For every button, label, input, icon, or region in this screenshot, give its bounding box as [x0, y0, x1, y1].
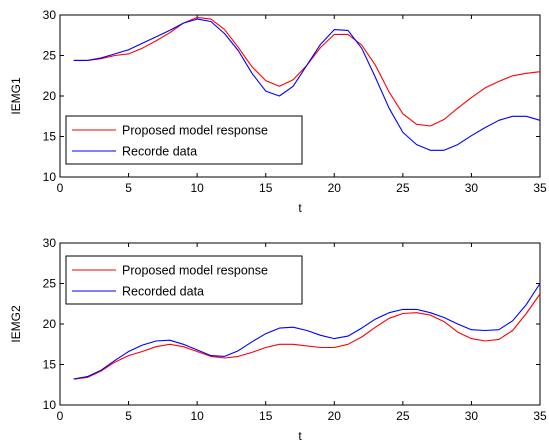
y-tick-label: 25 — [43, 277, 57, 291]
legend-box — [65, 255, 303, 305]
legend: Proposed model response Recorde data — [65, 115, 303, 165]
x-tick-label: 10 — [190, 181, 204, 195]
legend-label-recorded: Recorded data — [122, 285, 204, 299]
y-tick-label: 15 — [43, 130, 57, 144]
y-ticks: 10 15 20 25 30 — [43, 8, 540, 184]
y-tick-label: 25 — [43, 49, 57, 63]
x-tick-label: 15 — [259, 181, 273, 195]
x-tick-label: 0 — [57, 181, 64, 195]
x-tick-label: 35 — [533, 409, 547, 423]
legend-label-recorded: Recorde data — [122, 145, 197, 159]
legend-box — [65, 115, 303, 165]
legend: Proposed model response Recorded data — [65, 255, 303, 305]
x-tick-label: 10 — [190, 409, 204, 423]
series-layer — [73, 283, 541, 380]
x-tick-label: 20 — [328, 181, 342, 195]
chart-iemg2: 0 5 10 15 20 25 30 35 10 15 20 25 30 t IEMG2 Propos… — [9, 236, 547, 442]
series-layer — [73, 16, 541, 151]
x-ticks: 0 5 10 15 20 25 30 35 — [57, 243, 547, 423]
y-tick-label: 10 — [43, 398, 57, 412]
x-axis-label: t — [298, 201, 302, 215]
x-axis-label: t — [298, 429, 302, 442]
x-tick-label: 30 — [465, 181, 479, 195]
y-axis-label: IEMG2 — [9, 305, 23, 343]
x-tick-label: 0 — [57, 409, 64, 423]
x-ticks: 0 5 10 15 20 25 30 35 — [57, 15, 547, 195]
x-tick-label: 30 — [465, 409, 479, 423]
legend-label-proposed: Proposed model response — [122, 124, 268, 138]
y-tick-label: 20 — [43, 317, 57, 331]
series-line-proposed — [73, 293, 541, 380]
y-tick-label: 30 — [43, 8, 57, 22]
chart-iemg1: 0 5 10 15 20 25 30 35 10 15 20 25 30 t IEMG1 Propos… — [9, 8, 547, 215]
y-ticks: 10 15 20 25 30 — [43, 236, 540, 412]
x-tick-label: 20 — [328, 409, 342, 423]
legend-label-proposed: Proposed model response — [122, 264, 268, 278]
series-line-recorded — [73, 18, 541, 151]
y-axis-label: IEMG1 — [9, 77, 23, 115]
x-tick-label: 25 — [396, 181, 410, 195]
y-tick-label: 15 — [43, 358, 57, 372]
x-tick-label: 5 — [125, 409, 132, 423]
x-tick-label: 25 — [396, 409, 410, 423]
x-tick-label: 35 — [533, 181, 547, 195]
x-tick-label: 5 — [125, 181, 132, 195]
series-line-recorded — [73, 283, 541, 380]
x-tick-label: 15 — [259, 409, 273, 423]
y-tick-label: 30 — [43, 236, 57, 250]
y-tick-label: 20 — [43, 89, 57, 103]
y-tick-label: 10 — [43, 170, 57, 184]
